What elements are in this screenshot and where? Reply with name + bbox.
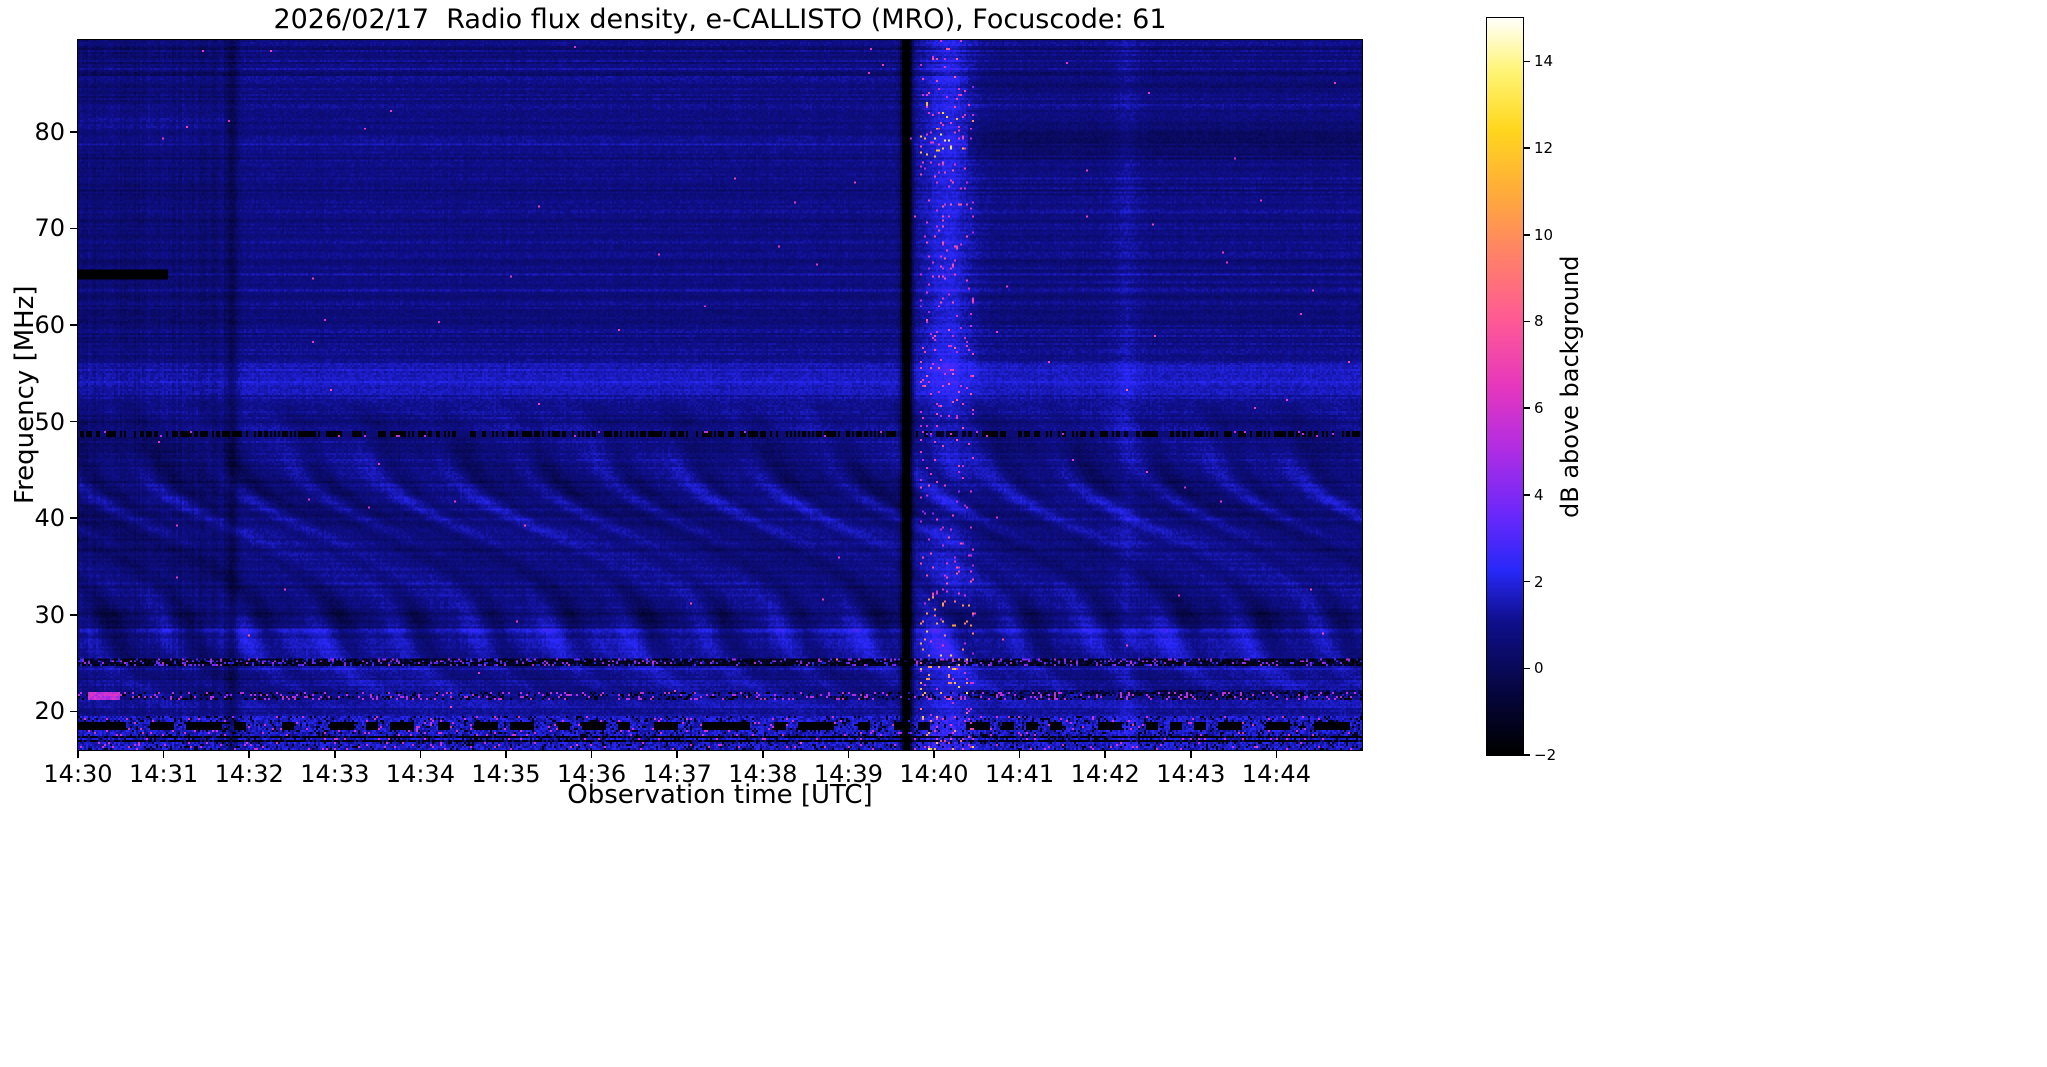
x-tick-mark [676,750,678,758]
colorbar-tick-label: 14 [1534,52,1554,71]
x-tick-mark [1018,750,1021,758]
colorbar-tick-mark [1523,60,1530,63]
colorbar-tick-mark [1523,234,1530,236]
chart-title: 2026/02/17 Radio flux density, e-CALLIST… [273,4,1167,35]
colorbar-tick-mark [1523,407,1530,409]
colorbar-tick-label: 2 [1534,572,1544,591]
x-tick-mark [762,750,764,758]
colorbar-label: dB above background [1556,255,1584,518]
colorbar-tick-label: 12 [1534,139,1554,158]
x-tick-mark [419,750,422,758]
colorbar-tick-label: 4 [1534,485,1544,504]
x-tick-mark [847,750,850,758]
spectrogram-heatmap-canvas [78,40,1362,750]
colorbar-tick-mark [1523,494,1530,496]
colorbar-tick-mark [1523,147,1530,149]
colorbar-tick-mark [1523,754,1530,756]
colorbar [1486,17,1524,756]
x-tick-mark [334,750,336,758]
colorbar-gradient-canvas [1487,18,1523,755]
y-axis-label: Frequency [MHz] [10,285,40,505]
x-tick-mark [248,750,250,758]
colorbar-tick-mark [1523,667,1530,670]
colorbar-tick-mark [1523,580,1530,583]
x-tick-mark [1275,750,1278,758]
colorbar-tick-label: 6 [1534,399,1544,418]
x-tick-mark [933,750,935,758]
x-tick-mark [1104,750,1106,758]
colorbar-tick-mark [1523,320,1530,323]
x-tick-mark [1190,750,1192,758]
colorbar-tick-label: −2 [1534,746,1557,764]
plot-area [77,39,1363,751]
colorbar-tick-label: 0 [1534,659,1544,678]
colorbar-tick-label: 10 [1534,225,1554,244]
colorbar-tick-label: 8 [1534,312,1544,331]
x-axis-label: Observation time [UTC] [567,780,873,810]
x-tick-mark [590,750,593,758]
x-tick-mark [162,750,165,758]
x-tick-mark [77,750,79,758]
x-tick-mark [505,750,507,758]
